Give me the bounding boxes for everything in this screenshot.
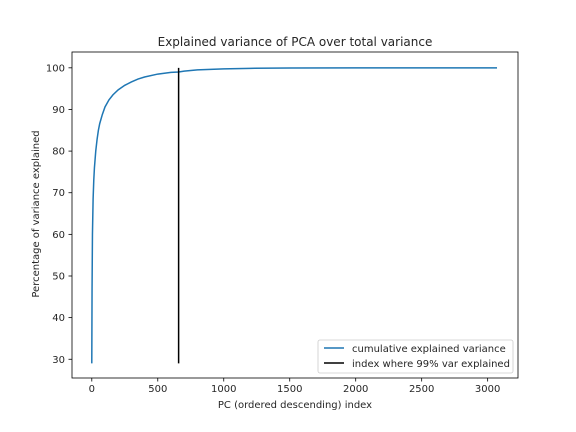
y-tick-label: 60 <box>52 230 65 241</box>
x-axis-ticks: 0 500 1000 1500 2000 2500 3000 <box>89 378 500 395</box>
x-axis-label: PC (ordered descending) index <box>218 400 372 411</box>
cumulative-variance-line <box>91 67 498 364</box>
x-tick-label: 2500 <box>409 384 434 395</box>
chart-title: Explained variance of PCA over total var… <box>158 35 433 49</box>
chart-legend: cumulative explained variance index wher… <box>317 339 514 374</box>
x-tick-label: 2000 <box>343 384 368 395</box>
x-tick-label: 1500 <box>277 384 302 395</box>
x-tick-label: 1000 <box>211 384 236 395</box>
plot-area <box>91 67 498 364</box>
y-tick-label: 50 <box>52 271 65 282</box>
y-tick-label: 30 <box>52 355 65 366</box>
x-tick-label: 0 <box>89 384 95 395</box>
y-axis-label: Percentage of variance explained <box>31 130 42 297</box>
x-tick-label: 500 <box>148 384 167 395</box>
y-tick-label: 80 <box>52 147 65 158</box>
x-tick-label: 3000 <box>475 384 500 395</box>
y-tick-label: 40 <box>52 313 65 324</box>
y-axis-ticks: 30 40 50 60 70 80 90 100 <box>46 63 72 366</box>
plot-frame <box>71 51 519 379</box>
y-tick-label: 70 <box>52 188 65 199</box>
legend-box <box>317 339 514 374</box>
y-tick-label: 100 <box>46 63 65 74</box>
legend-label-cumulative: cumulative explained variance <box>352 344 506 355</box>
y-tick-label: 90 <box>52 105 65 116</box>
legend-label-99pct-index: index where 99% var explained <box>352 359 510 370</box>
